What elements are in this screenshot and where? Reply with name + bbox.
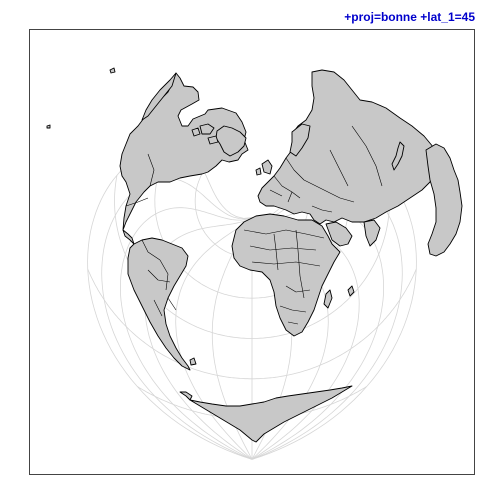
landmass-arctic-islands	[191, 123, 219, 145]
landmass-greenland	[215, 125, 247, 157]
landmass-east-indies	[425, 143, 463, 257]
border-lines-eurasia	[269, 125, 383, 213]
landmass-japan	[391, 141, 405, 171]
map-canvas	[46, 67, 463, 460]
landmass-north-america	[119, 72, 249, 231]
landmass-central-america	[122, 229, 135, 245]
landmass-eurasia	[257, 69, 439, 225]
border-lines-americas	[125, 153, 177, 317]
map-frame	[29, 29, 475, 475]
landmasses	[46, 67, 463, 443]
graticule-meridian	[101, 177, 253, 460]
landmass-scandinavia	[289, 123, 311, 157]
landmass-arabia	[325, 221, 353, 247]
map-title: +proj=bonne +lat_1=45	[344, 10, 475, 24]
graticule-meridian	[120, 207, 253, 460]
landmass-africa	[231, 213, 341, 337]
landmass-india	[363, 219, 381, 247]
landmass-antarctic-peninsula	[179, 391, 193, 401]
landmass-small-islands	[46, 67, 355, 366]
landmass-madagascar	[323, 289, 333, 309]
landmass-south-america	[127, 237, 191, 371]
landmass-british-isles	[255, 159, 273, 176]
landmass-antarctica	[189, 385, 353, 443]
graticule-meridian	[175, 217, 253, 460]
country-borders	[125, 125, 383, 325]
border-lines-africa	[243, 229, 325, 325]
landmass-alaska	[141, 72, 177, 121]
